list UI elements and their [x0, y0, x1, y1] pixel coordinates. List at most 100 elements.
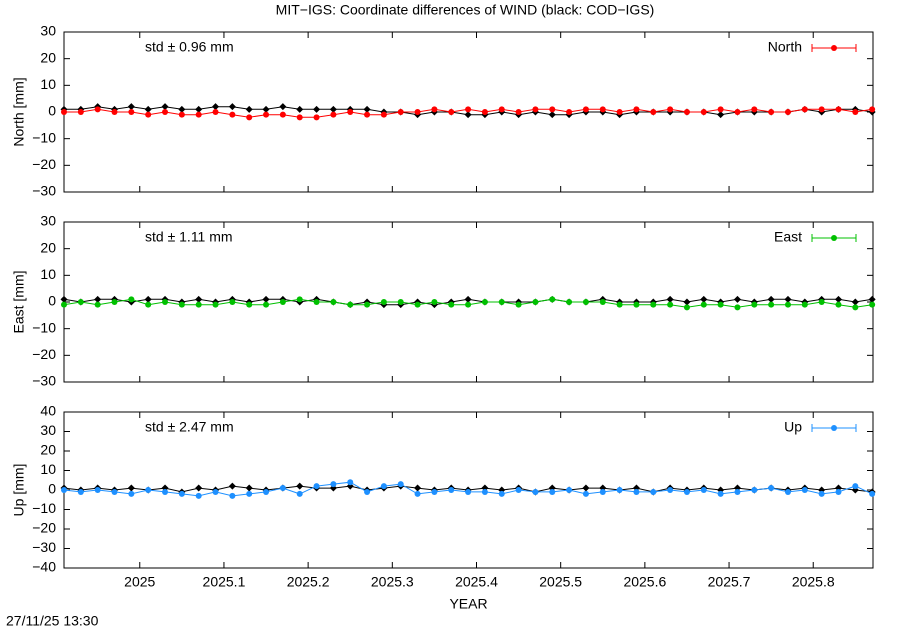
- data-point: [296, 114, 303, 121]
- x-tick-label: 2025.3: [371, 574, 414, 590]
- data-point: [448, 109, 455, 115]
- data-point: [178, 301, 185, 308]
- data-point: [465, 106, 472, 113]
- data-point: [94, 487, 101, 493]
- y-tick-label: −30: [32, 183, 56, 199]
- data-point: [700, 109, 707, 115]
- data-point: [145, 487, 152, 493]
- data-point: [852, 483, 859, 490]
- data-point: [262, 105, 270, 113]
- data-point: [717, 301, 724, 308]
- data-point: [111, 488, 118, 495]
- data-point: [263, 111, 270, 118]
- legend-swatch: [831, 45, 837, 51]
- data-point: [127, 103, 135, 111]
- data-point: [683, 304, 690, 311]
- data-point: [94, 301, 101, 308]
- data-point: [532, 488, 539, 495]
- data-point: [414, 109, 421, 115]
- data-point: [465, 488, 472, 495]
- data-point: [245, 484, 253, 492]
- data-point: [228, 482, 236, 490]
- data-point: [667, 487, 674, 493]
- x-tick-label: 2025.6: [623, 574, 666, 590]
- data-point: [498, 106, 505, 113]
- data-point: [549, 296, 556, 303]
- data-point: [818, 106, 825, 113]
- data-point: [852, 304, 859, 311]
- data-point: [127, 484, 135, 492]
- data-point: [465, 301, 472, 308]
- data-point: [313, 105, 321, 113]
- data-point: [717, 106, 724, 113]
- data-point: [162, 109, 169, 115]
- data-point: [212, 488, 219, 495]
- data-point: [313, 483, 320, 490]
- data-point: [717, 111, 725, 119]
- data-point: [869, 490, 876, 497]
- data-point: [245, 105, 253, 113]
- annotation: std ± 0.96 mm: [145, 39, 234, 55]
- data-point: [195, 301, 202, 308]
- data-point: [212, 103, 220, 111]
- data-point: [94, 106, 101, 113]
- y-tick-label: 30: [40, 422, 56, 438]
- y-axis-label: North [mm]: [11, 77, 27, 146]
- data-point: [582, 106, 589, 113]
- data-point: [195, 484, 203, 492]
- data-point: [330, 299, 337, 305]
- data-point: [784, 295, 792, 303]
- data-point: [212, 109, 219, 115]
- data-point: [784, 488, 791, 495]
- data-point: [279, 299, 286, 305]
- data-point: [650, 109, 657, 115]
- data-point: [77, 109, 84, 115]
- y-tick-label: 10: [40, 461, 56, 477]
- y-tick-label: 20: [40, 49, 56, 65]
- y-tick-label: 20: [40, 442, 56, 458]
- chart-title: MIT−IGS: Coordinate differences of WIND …: [276, 2, 655, 18]
- data-point: [431, 299, 438, 305]
- y-tick-label: −10: [32, 319, 56, 335]
- data-point: [683, 109, 690, 115]
- data-point: [751, 106, 758, 113]
- data-point: [683, 298, 691, 306]
- data-point: [246, 301, 253, 308]
- annotation: std ± 2.47 mm: [145, 419, 234, 435]
- x-tick-label: 2025.8: [792, 574, 835, 590]
- data-point: [700, 295, 708, 303]
- data-point: [751, 301, 758, 308]
- data-point: [733, 295, 741, 303]
- data-point: [448, 301, 455, 308]
- data-point: [313, 299, 320, 305]
- data-point: [549, 488, 556, 495]
- timestamp: 27/11/25 13:30: [6, 613, 99, 629]
- data-point: [582, 490, 589, 497]
- data-point: [666, 295, 674, 303]
- data-point: [851, 298, 859, 306]
- data-point: [195, 111, 202, 118]
- data-point: [364, 111, 371, 118]
- data-point: [734, 109, 741, 115]
- data-point: [414, 484, 422, 492]
- data-point: [195, 295, 203, 303]
- data-point: [448, 487, 455, 493]
- data-point: [700, 487, 707, 493]
- data-point: [869, 106, 876, 113]
- annotation: std ± 1.11 mm: [145, 229, 233, 245]
- x-tick-label: 2025: [124, 574, 155, 590]
- data-point: [818, 299, 825, 305]
- data-point: [667, 301, 674, 308]
- y-axis-label: Up [mm]: [11, 464, 27, 517]
- data-point: [582, 299, 589, 305]
- data-point: [144, 105, 152, 113]
- data-point: [650, 301, 657, 308]
- data-point: [801, 106, 808, 113]
- y-axis-label: East [mm]: [11, 270, 27, 333]
- data-point: [347, 301, 354, 308]
- data-point: [549, 106, 556, 113]
- data-point: [616, 487, 623, 493]
- legend-label: North: [768, 39, 802, 55]
- data-point: [683, 488, 690, 495]
